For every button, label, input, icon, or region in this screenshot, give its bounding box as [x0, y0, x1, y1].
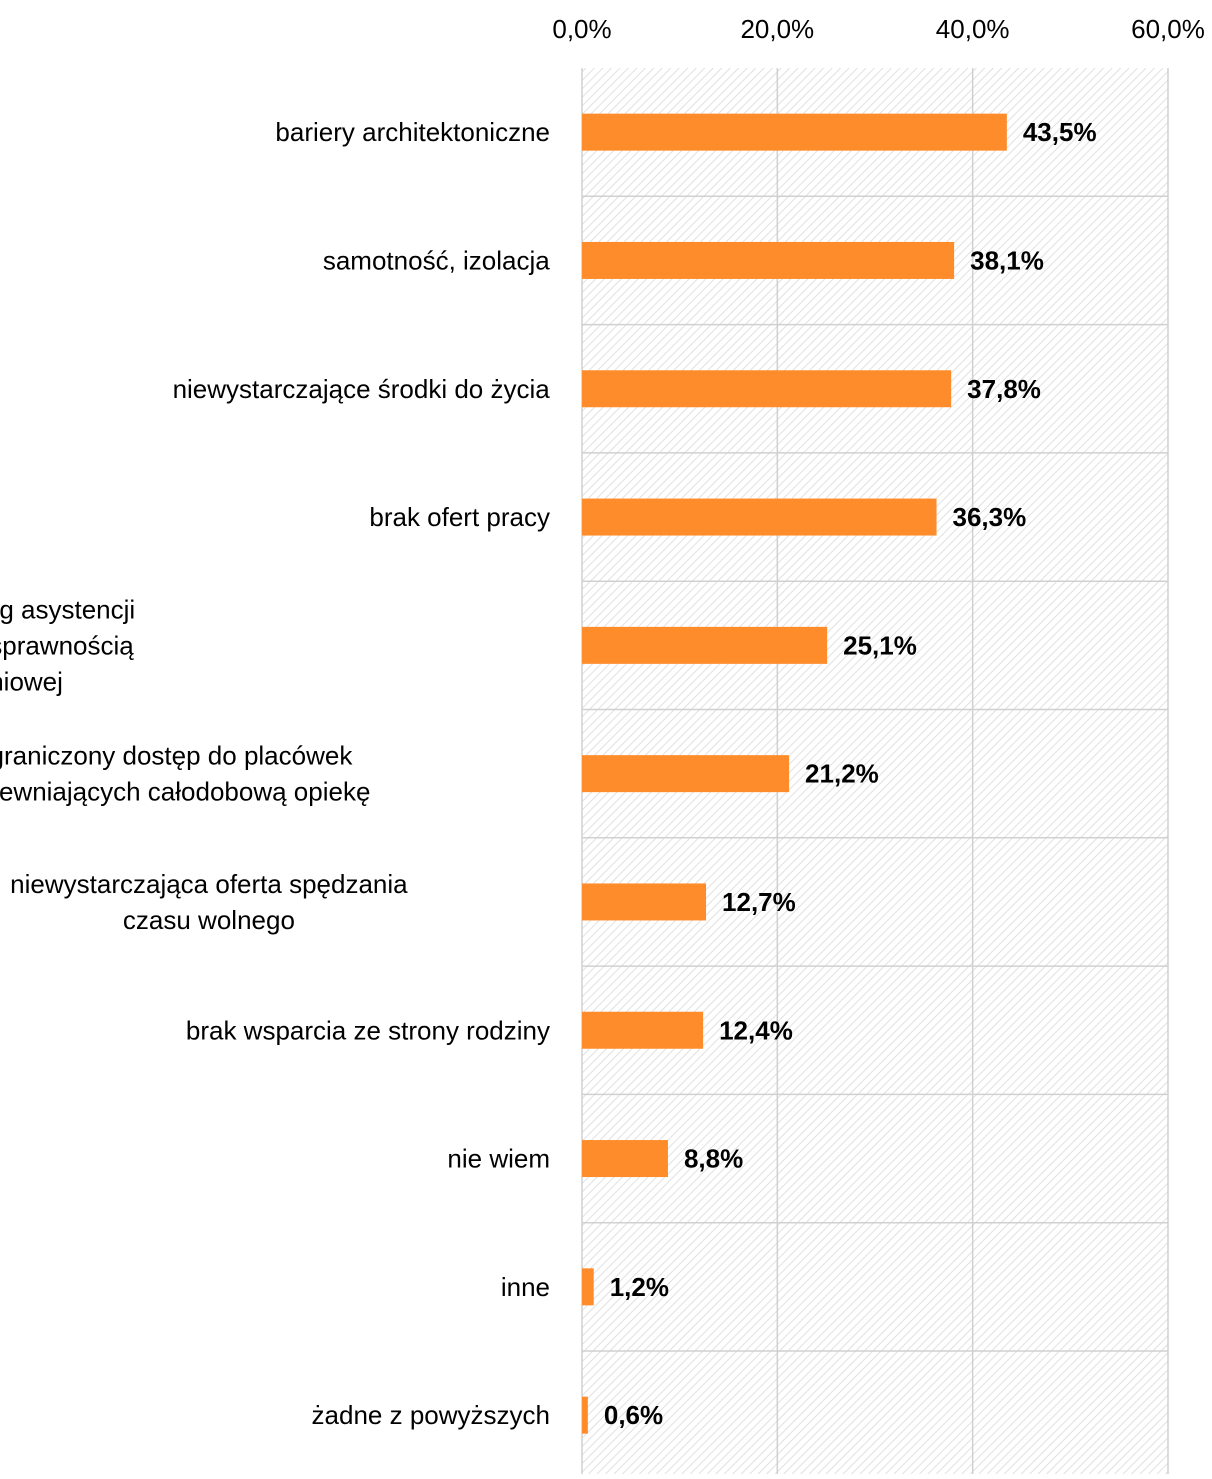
data-label: 37,8%: [967, 374, 1041, 404]
data-label: 43,5%: [1023, 117, 1097, 147]
category-label-line: osobistej osoby z niepełnosprawnością: [0, 630, 134, 660]
category-label: niewystarczające środki do życia: [173, 374, 551, 404]
data-label: 25,1%: [843, 630, 917, 660]
category-label-line: brak ofert pracy: [369, 502, 550, 532]
data-label: 1,2%: [610, 1272, 669, 1302]
category-label-line: inne: [501, 1272, 550, 1302]
bar: [582, 1140, 668, 1178]
data-label: 36,3%: [953, 502, 1027, 532]
category-label-line: bariery architektoniczne: [275, 117, 550, 147]
category-label: ograniczony dostęp do usług asystencji os…: [0, 594, 135, 696]
bar: [582, 498, 937, 536]
category-label-line: brak wsparcia ze strony rodziny: [186, 1015, 550, 1045]
category-label-line: ograniczony dostęp do usług asystencji: [0, 594, 135, 624]
bar: [582, 1011, 704, 1049]
bar: [582, 1268, 594, 1306]
x-axis-ticks: 0,0% 20,0% 40,0% 60,0%: [552, 14, 1205, 44]
data-labels: 43,5% 38,1% 37,8% 36,3% 25,1% 21,2% 12,7% 12,4%…: [604, 117, 1097, 1430]
category-label: brak ofert pracy: [369, 502, 550, 532]
data-label: 38,1%: [970, 245, 1044, 275]
x-tick-label: 40,0%: [936, 14, 1010, 44]
category-label: ograniczony dostęp do placówek zapewniają…: [0, 741, 370, 807]
data-label: 8,8%: [684, 1144, 743, 1174]
category-label-line: niewystarczające środki do życia: [173, 374, 551, 404]
category-label: inne: [501, 1272, 550, 1302]
data-label: 12,4%: [719, 1015, 793, 1045]
category-labels: bariery architektoniczne samotność, izola…: [0, 117, 550, 1430]
category-label: niewystarczająca oferta spędzania czasu w…: [10, 869, 408, 935]
bar: [582, 626, 828, 664]
category-label-line: oraz opieki wytchnieniowej: [0, 666, 63, 696]
category-label-line: nie wiem: [447, 1144, 550, 1174]
bar: [582, 113, 1007, 151]
data-label: 21,2%: [805, 759, 879, 789]
bar: [582, 1396, 588, 1434]
bars: [582, 113, 1007, 1434]
bar: [582, 883, 707, 921]
category-label: żadne z powyższych: [312, 1400, 550, 1430]
x-tick-label: 60,0%: [1131, 14, 1205, 44]
category-label-line: czasu wolnego: [123, 905, 295, 935]
category-label-line: ograniczony dostęp do placówek: [0, 741, 353, 771]
category-label-line: niewystarczająca oferta spędzania: [10, 869, 408, 899]
category-label: bariery architektoniczne: [275, 117, 550, 147]
category-label-line: samotność, izolacja: [323, 245, 550, 275]
data-label: 12,7%: [722, 887, 796, 917]
category-label: samotność, izolacja: [323, 245, 550, 275]
x-tick-label: 0,0%: [552, 14, 611, 44]
data-label: 0,6%: [604, 1400, 663, 1430]
category-label: brak wsparcia ze strony rodziny: [186, 1015, 550, 1045]
category-label-line: zapewniających całodobową opiekę: [0, 777, 370, 807]
bar: [582, 241, 955, 279]
bar: [582, 755, 790, 793]
category-label: nie wiem: [447, 1144, 550, 1174]
bar: [582, 370, 952, 408]
category-label-line: żadne z powyższych: [312, 1400, 550, 1430]
x-tick-label: 20,0%: [740, 14, 814, 44]
